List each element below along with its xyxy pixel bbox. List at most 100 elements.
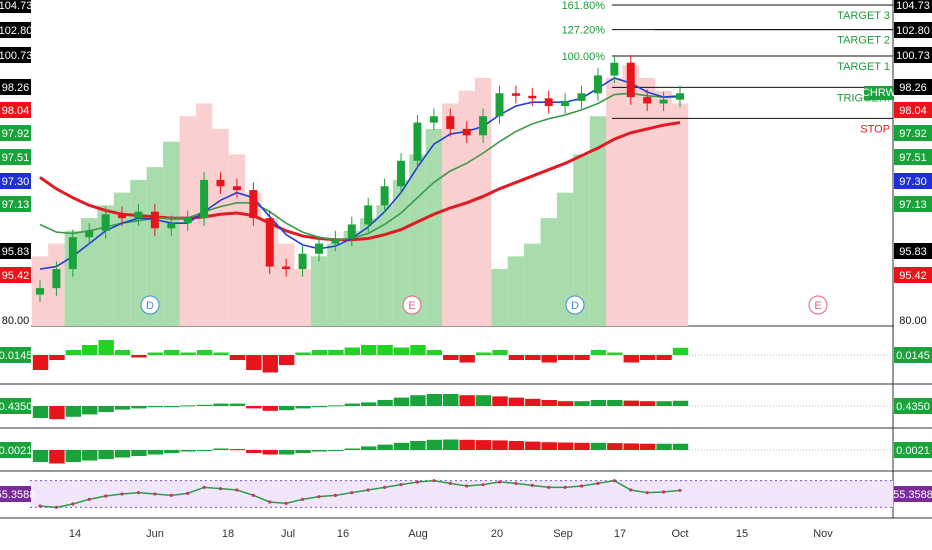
- histogram-bar: [82, 345, 98, 355]
- candle-body: [577, 93, 586, 101]
- event-marker: [565, 295, 585, 315]
- price-flag: [0, 173, 31, 189]
- histogram-bar: [541, 400, 557, 406]
- price-flag-label: 102.80: [896, 25, 930, 37]
- event-marker: [402, 295, 422, 315]
- histogram-bar: [639, 401, 656, 406]
- histogram-bar: [98, 406, 114, 412]
- trend-column: [409, 154, 426, 326]
- x-tick-label: Jun: [146, 528, 164, 540]
- histogram-bar: [328, 405, 344, 407]
- histogram-bar: [410, 395, 426, 406]
- histogram-bar: [213, 352, 229, 355]
- candle-body: [331, 238, 340, 244]
- rsi-dot: [87, 497, 91, 501]
- histogram-bar: [65, 406, 82, 417]
- rsi-dot: [514, 481, 518, 485]
- price-flag-label: 98.04: [899, 105, 927, 117]
- rsi-dot: [71, 502, 75, 506]
- candle-body: [118, 214, 127, 219]
- price-flag-label: 100.73: [896, 50, 930, 62]
- trend-column: [442, 103, 459, 326]
- trend-column: [655, 90, 672, 326]
- histogram-bar: [361, 345, 377, 355]
- histogram-bar: [114, 406, 131, 410]
- histogram-bar: [459, 355, 475, 363]
- histogram-bar: [278, 450, 295, 455]
- histogram-bar: [213, 448, 229, 450]
- event-marker: [808, 295, 828, 315]
- histogram-bar: [32, 406, 49, 418]
- trend-column: [638, 77, 656, 326]
- price-flag-label: 55.3588: [0, 489, 35, 501]
- candle-body: [68, 237, 77, 270]
- price-flag: [894, 243, 932, 259]
- price-flag: [0, 149, 31, 165]
- price-flag: [894, 102, 932, 118]
- histogram-bar: [607, 400, 623, 406]
- rsi-dot: [612, 479, 616, 483]
- price-flag: [894, 0, 932, 13]
- histogram-bar: [426, 439, 443, 450]
- trend-column: [556, 192, 574, 326]
- price-flag: [894, 196, 932, 212]
- histogram-bar: [98, 340, 114, 355]
- histogram-bar: [344, 403, 360, 406]
- histogram-bar: [377, 400, 393, 406]
- rsi-line: [39, 479, 681, 509]
- x-tick-label: 17: [614, 528, 626, 540]
- price-flag-label: 102.80: [0, 25, 32, 37]
- price-flag-label: 95.83: [899, 246, 927, 258]
- rsi-dot: [678, 488, 682, 493]
- price-flag-label: 97.13: [899, 199, 927, 211]
- histogram-bar: [311, 406, 328, 408]
- candle-body: [380, 186, 389, 206]
- trend-column: [458, 90, 475, 326]
- rsi-dot: [186, 491, 190, 495]
- histogram-bar: [114, 350, 131, 355]
- trend-column: [64, 230, 82, 326]
- price-flag: [0, 267, 31, 283]
- histogram-bar: [164, 406, 180, 408]
- histogram-bar: [147, 450, 164, 455]
- rsi-dot: [317, 495, 321, 499]
- trend-column: [228, 154, 246, 326]
- histogram-bar: [492, 396, 508, 406]
- price-flag: [894, 22, 932, 38]
- histogram-bar: [229, 449, 246, 451]
- histogram-bar: [229, 355, 246, 360]
- histogram-bar: [344, 448, 360, 450]
- price-flag-label: 100.73: [0, 50, 32, 62]
- x-tick-label: Jul: [281, 528, 295, 540]
- trend-column: [343, 230, 360, 326]
- rsi-dot: [563, 485, 567, 489]
- histogram-bar: [475, 395, 492, 406]
- histogram-bar: [525, 398, 541, 406]
- histogram-bar: [656, 443, 672, 450]
- fib-label: 127.20%: [562, 24, 606, 36]
- rsi-dot: [333, 493, 337, 497]
- trend-column: [327, 243, 344, 326]
- x-tick-label: Aug: [408, 528, 428, 540]
- candle-body: [462, 128, 471, 136]
- rsi-dot: [432, 479, 436, 483]
- trend-column: [97, 205, 114, 326]
- histogram-bar: [426, 350, 443, 355]
- histogram-bar: [656, 355, 672, 360]
- price-flag: [894, 347, 932, 363]
- histogram-bar: [147, 406, 164, 408]
- histogram-bar: [672, 347, 689, 355]
- histogram-bar: [475, 352, 492, 355]
- histogram-bar: [377, 345, 393, 355]
- x-tick-label: 16: [337, 528, 349, 540]
- candle-body: [676, 93, 684, 100]
- price-flag-label: 98.04: [2, 105, 30, 117]
- candle-body: [183, 218, 192, 224]
- candle-body: [413, 122, 422, 161]
- trend-column: [294, 269, 311, 326]
- histogram-bar: [639, 443, 656, 450]
- histogram-bar: [344, 347, 360, 355]
- price-flag: [0, 398, 31, 414]
- candle-body: [314, 243, 323, 254]
